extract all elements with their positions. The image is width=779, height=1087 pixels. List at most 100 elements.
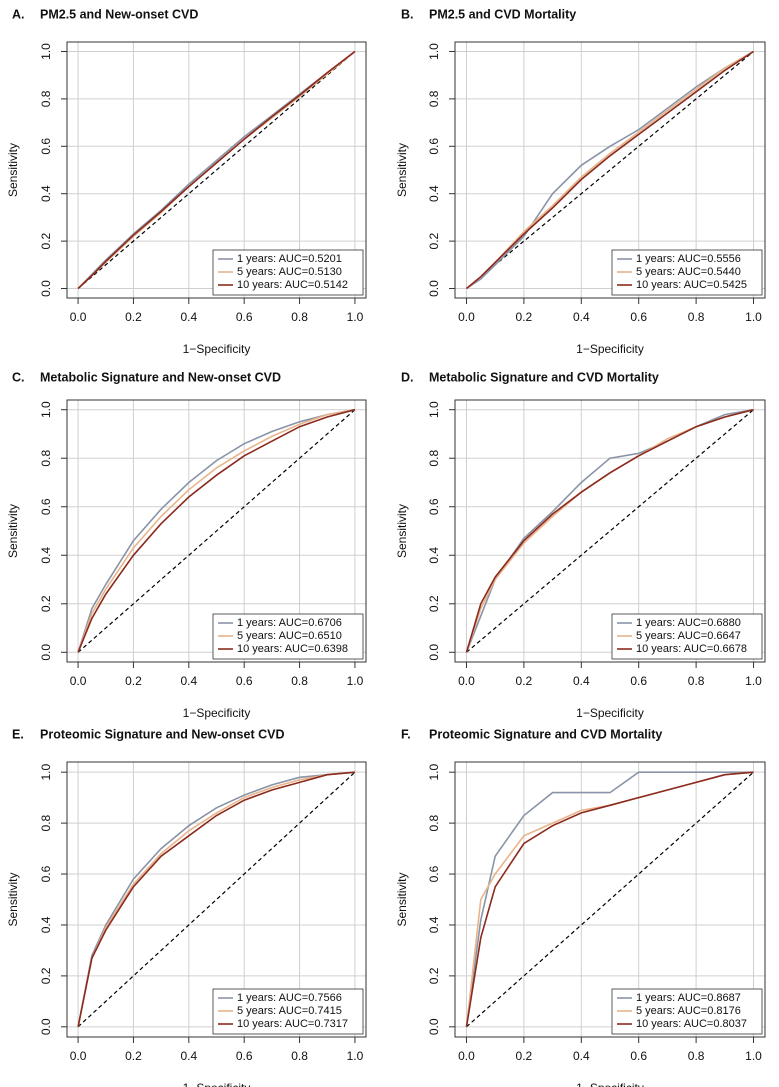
legend-label: 10 years: AUC=0.5142 [237, 279, 348, 291]
plot-frame [66, 41, 367, 299]
y-tick-label: 0.4 [39, 547, 53, 564]
plot-frame [66, 399, 367, 663]
panel-label: A. [12, 7, 25, 21]
legend-label: 5 years: AUC=0.8176 [636, 1005, 741, 1017]
roc-curve [465, 771, 754, 1027]
panel-label: E. [12, 727, 24, 741]
legend-label: 5 years: AUC=0.6647 [636, 630, 741, 642]
x-tick-label: 0.8 [291, 310, 308, 324]
x-tick-label: 0.6 [236, 674, 253, 688]
y-tick-label: 1.0 [39, 43, 53, 60]
x-tick-label: 0.6 [236, 1049, 253, 1063]
y-tick-label: 1.0 [427, 764, 441, 781]
panel-label: B. [401, 7, 414, 21]
x-tick-label: 0.4 [180, 1049, 197, 1063]
x-tick-label: 0.0 [70, 1049, 87, 1063]
roc-curve [77, 408, 356, 653]
y-tick-label: 0.8 [39, 450, 53, 467]
x-axis-label: 1−Specificity [576, 342, 644, 356]
y-tick-label: 0.0 [39, 1018, 53, 1035]
x-axis-label: 1−Specificity [576, 706, 644, 720]
legend-label: 10 years: AUC=0.6398 [237, 643, 348, 655]
x-tick-label: 1.0 [745, 674, 762, 688]
chart-title: Proteomic Signature and New-onset CVD [40, 727, 284, 741]
panel-label: C. [12, 370, 25, 384]
chart-title: PM2.5 and New-onset CVD [40, 7, 198, 21]
y-tick-label: 0.4 [427, 547, 441, 564]
x-tick-label: 0.2 [125, 310, 142, 324]
panel-label: F. [401, 727, 411, 741]
y-tick-label: 0.6 [39, 865, 53, 882]
y-tick-label: 0.0 [427, 280, 441, 297]
legend-label: 1 years: AUC=0.5556 [636, 253, 741, 265]
y-tick-label: 0.6 [427, 498, 441, 515]
y-tick-label: 0.8 [427, 90, 441, 107]
y-tick-label: 0.4 [39, 916, 53, 933]
roc-curve [466, 50, 754, 290]
x-tick-label: 1.0 [745, 1049, 762, 1063]
x-tick-label: 0.0 [70, 310, 87, 324]
plot-frame [454, 41, 766, 299]
y-tick-label: 0.6 [39, 498, 53, 515]
y-tick-label: 0.2 [427, 595, 441, 612]
chart-title: Metabolic Signature and CVD Mortality [429, 370, 659, 384]
legend-label: 10 years: AUC=0.8037 [636, 1018, 747, 1030]
legend-label: 10 years: AUC=0.6678 [636, 643, 747, 655]
x-tick-label: 0.6 [630, 1049, 647, 1063]
panel-label: D. [401, 370, 414, 384]
roc-curve [77, 408, 356, 653]
x-tick-label: 0.4 [573, 674, 590, 688]
y-tick-label: 1.0 [39, 764, 53, 781]
x-tick-label: 0.8 [688, 674, 705, 688]
legend-label: 1 years: AUC=0.5201 [237, 253, 342, 265]
x-tick-label: 0.8 [688, 310, 705, 324]
y-tick-label: 0.8 [39, 90, 53, 107]
x-tick-label: 0.0 [458, 310, 475, 324]
y-tick-label: 0.8 [39, 814, 53, 831]
y-tick-label: 0.2 [427, 967, 441, 984]
y-axis-label: Sensitivity [395, 143, 409, 197]
x-tick-label: 0.4 [573, 1049, 590, 1063]
y-axis-label: Sensitivity [6, 504, 20, 558]
x-tick-label: 0.6 [630, 674, 647, 688]
x-tick-label: 0.2 [125, 674, 142, 688]
y-axis-label: Sensitivity [6, 872, 20, 926]
y-tick-label: 1.0 [39, 401, 53, 418]
y-tick-label: 0.6 [39, 138, 53, 155]
y-axis-label: Sensitivity [6, 143, 20, 197]
legend-label: 5 years: AUC=0.5130 [237, 266, 342, 278]
reference-diagonal [466, 51, 754, 289]
legend-label: 1 years: AUC=0.6880 [636, 617, 741, 629]
x-tick-label: 0.6 [630, 310, 647, 324]
x-tick-label: 1.0 [347, 310, 364, 324]
roc-curve [77, 771, 355, 1027]
x-tick-label: 0.0 [458, 1049, 475, 1063]
legend-label: 10 years: AUC=0.5425 [636, 279, 747, 291]
y-tick-label: 0.8 [427, 450, 441, 467]
x-tick-label: 1.0 [745, 310, 762, 324]
legend-box [611, 988, 763, 1035]
roc-curve [77, 408, 356, 653]
x-tick-label: 0.2 [516, 674, 533, 688]
y-tick-label: 0.0 [39, 644, 53, 661]
plot-frame [66, 761, 367, 1038]
x-tick-label: 1.0 [347, 674, 364, 688]
legend-label: 1 years: AUC=0.8687 [636, 992, 741, 1004]
y-tick-label: 0.6 [427, 865, 441, 882]
y-tick-label: 0.2 [39, 232, 53, 249]
plot-frame [454, 761, 766, 1038]
y-tick-label: 0.0 [39, 280, 53, 297]
x-tick-label: 0.2 [125, 1049, 142, 1063]
legend-label: 5 years: AUC=0.7415 [237, 1005, 342, 1017]
y-tick-label: 0.4 [39, 185, 53, 202]
reference-diagonal [466, 771, 754, 1028]
y-tick-label: 0.6 [427, 138, 441, 155]
y-tick-label: 0.0 [427, 1018, 441, 1035]
x-tick-label: 1.0 [347, 1049, 364, 1063]
legend-label: 5 years: AUC=0.6510 [237, 630, 342, 642]
legend-box [611, 613, 763, 660]
roc-curve [465, 408, 754, 653]
x-tick-label: 0.4 [573, 310, 590, 324]
x-tick-label: 0.4 [180, 674, 197, 688]
